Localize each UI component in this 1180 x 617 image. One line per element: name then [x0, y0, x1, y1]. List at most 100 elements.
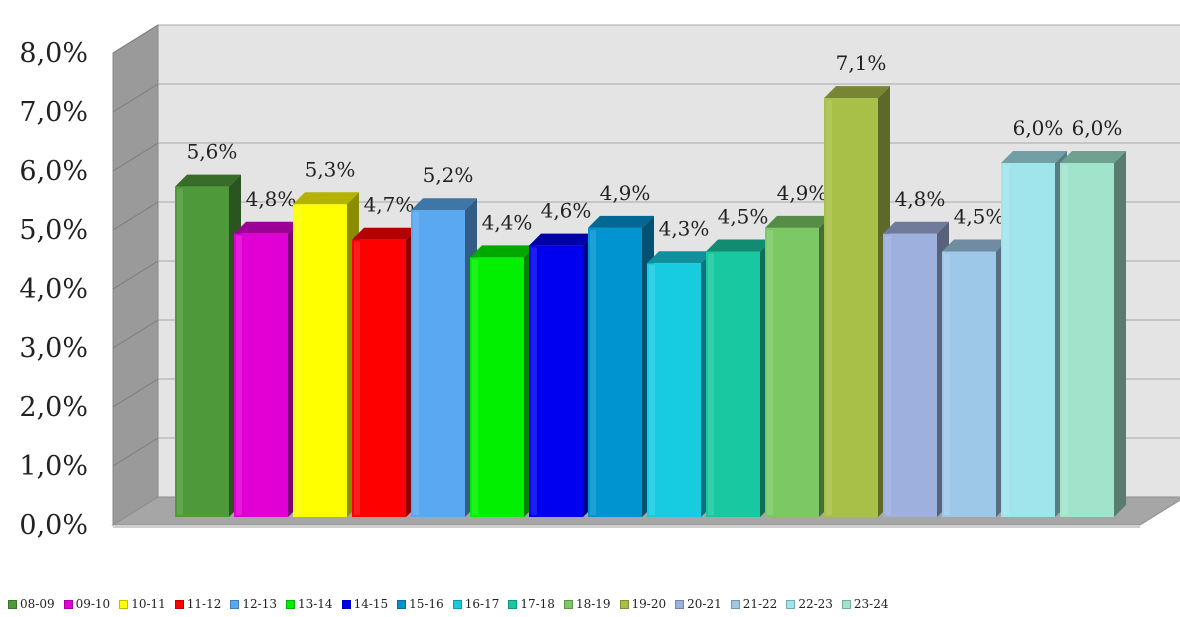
data-label: 4,4%: [482, 210, 533, 234]
bar-highlight: [1062, 165, 1068, 515]
legend-label: 11-12: [186, 597, 222, 611]
bar-17-18: [706, 251, 760, 517]
bar-highlight: [236, 235, 242, 516]
bar-highlight: [649, 265, 655, 515]
bar-top-10-11: [293, 192, 359, 205]
bar-16-17: [647, 263, 701, 517]
bar-top-15-16: [588, 215, 654, 228]
data-label: 4,5%: [718, 205, 769, 229]
bar-highlight: [767, 229, 773, 515]
legend-swatch: [786, 599, 796, 609]
bar-top-12-13: [411, 198, 477, 211]
gridline-side: [112, 142, 159, 172]
legend-label: 19-20: [631, 597, 667, 611]
bar-highlight: [1003, 165, 1009, 515]
legend-label: 13-14: [297, 597, 333, 611]
legend-item: 10-11: [119, 597, 166, 611]
legend-label: 18-19: [575, 597, 611, 611]
bar-top-16-17: [647, 251, 713, 264]
bar-highlight: [354, 241, 360, 515]
legend-swatch: [841, 599, 851, 609]
data-label: 5,6%: [187, 140, 238, 164]
bar-top-17-18: [706, 239, 772, 252]
legend-swatch: [563, 599, 573, 609]
bar-top-08-09: [175, 174, 241, 187]
data-label: 4,7%: [364, 193, 415, 217]
legend-swatch: [619, 599, 629, 609]
y-tick-label: 4,0%: [19, 274, 88, 305]
bar-highlight: [944, 253, 950, 515]
data-label: 4,9%: [777, 181, 828, 205]
data-label: 4,5%: [954, 205, 1005, 229]
gridline-side: [112, 378, 159, 408]
gridline-side: [112, 260, 159, 290]
bar-top-11-12: [352, 227, 418, 240]
bar-top-23-24: [1060, 151, 1126, 163]
legend-item: 14-15: [341, 597, 389, 611]
legend-swatch: [452, 599, 462, 609]
bar-highlight: [826, 100, 832, 515]
legend-item: 09-10: [63, 597, 111, 611]
legend-swatch: [230, 599, 240, 609]
legend-swatch: [675, 599, 685, 609]
bar-highlight: [413, 212, 419, 515]
bar-top-13-14: [470, 245, 536, 258]
data-label: 4,3%: [659, 216, 710, 240]
gridline-side: [112, 319, 159, 349]
bar-top-19-20: [824, 86, 890, 99]
legend-swatch: [285, 599, 295, 609]
legend-item: 15-16: [397, 597, 444, 611]
legend-label: 10-11: [131, 597, 166, 611]
legend-item: 18-19: [563, 597, 611, 611]
bar-highlight: [295, 206, 301, 516]
gridline-side: [112, 201, 159, 231]
legend-swatch: [8, 599, 17, 609]
legend-label: 14-15: [353, 597, 389, 611]
data-label: 4,9%: [600, 181, 651, 205]
bar-08-09: [175, 186, 229, 517]
legend-item: 12-13: [230, 597, 277, 611]
legend-item: 22-23: [786, 597, 833, 611]
legend-label: 15-16: [409, 597, 444, 611]
bar-top-09-10: [234, 221, 300, 234]
legend-label: 23-24: [853, 597, 889, 611]
legend-item: 13-14: [285, 597, 333, 611]
legend-label: 09-10: [75, 597, 111, 611]
bar-highlight: [885, 235, 891, 516]
y-tick-label: 1,0%: [19, 451, 88, 482]
y-tick-label: 8,0%: [19, 38, 88, 69]
legend-item: 20-21: [675, 597, 722, 611]
legend-label: 22-23: [798, 597, 833, 611]
bar-highlight: [590, 229, 596, 515]
data-label: 6,0%: [1013, 116, 1064, 140]
legend-item: 16-17: [452, 597, 500, 611]
gridline-side: [112, 24, 159, 54]
legend-label: 16-17: [464, 597, 500, 611]
bar-chart: 0,0% 1,0% 2,0% 3,0% 4,0% 5,0% 6,0% 7,0% 8,0% 5,6%…: [19, 24, 1180, 541]
legend-item: 23-24: [841, 597, 889, 611]
legend-item: 08-09: [8, 597, 55, 611]
legend-label: 20-21: [687, 597, 722, 611]
legend-swatch: [63, 599, 73, 609]
legend-label: 21-22: [742, 597, 778, 611]
legend-swatch: [174, 599, 184, 609]
y-tick-label: 5,0%: [19, 215, 88, 246]
data-label: 4,8%: [246, 187, 297, 211]
bar-top-20-21: [883, 221, 949, 234]
legend-swatch: [397, 599, 407, 609]
bar-highlight: [472, 259, 478, 515]
legend-item: 17-18: [508, 597, 555, 611]
bar-side-23-24: [1114, 151, 1126, 517]
bar-top-21-22: [942, 239, 1008, 252]
bar-15-16: [588, 227, 642, 517]
data-label: 5,3%: [305, 157, 356, 181]
legend-swatch: [119, 599, 129, 609]
chart-legend: 08-09 09-10 10-11 11-12 12-13 13-14 14-15 15-16…: [8, 593, 1168, 615]
floor-edge: [113, 525, 1140, 528]
y-tick-label: 2,0%: [19, 392, 88, 423]
bar-12-13: [411, 210, 465, 517]
data-label: 6,0%: [1072, 116, 1123, 140]
legend-item: 21-22: [730, 597, 778, 611]
y-tick-label: 0,0%: [19, 510, 88, 541]
bar-20-21: [883, 233, 937, 518]
